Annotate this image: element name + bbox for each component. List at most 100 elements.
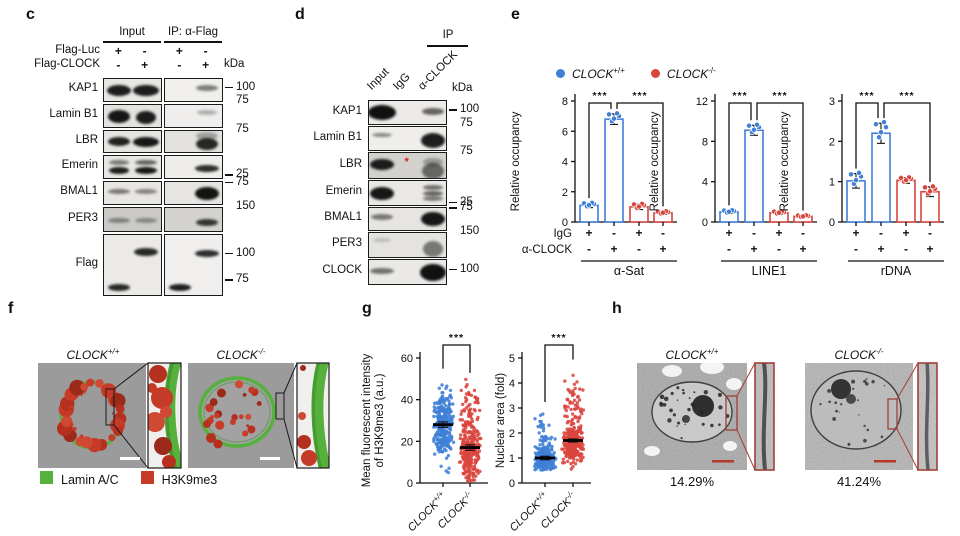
kda-marker: 75 xyxy=(236,123,249,135)
blot-panel xyxy=(368,126,447,151)
svg-text:-: - xyxy=(928,226,932,240)
panel-c-underline-input xyxy=(103,41,161,43)
blot-band xyxy=(195,218,218,226)
svg-text:***: *** xyxy=(592,90,607,102)
svg-text:20: 20 xyxy=(401,436,413,448)
blot-band xyxy=(195,132,218,141)
blot-panel xyxy=(164,104,223,128)
svg-text:2: 2 xyxy=(562,187,568,199)
svg-text:+: + xyxy=(725,226,732,240)
blot-row-label: Lamin B1 xyxy=(313,130,362,143)
blot-band xyxy=(422,184,443,190)
kda-marker: 150 xyxy=(460,225,480,237)
condition-symbol: + xyxy=(114,44,122,58)
panel-d-header-ip: IP xyxy=(442,29,454,41)
blot-band xyxy=(194,249,219,257)
blot-band xyxy=(109,160,130,166)
blot-row-label: PER3 xyxy=(67,211,98,224)
svg-text:-: - xyxy=(879,226,883,240)
svg-text:+: + xyxy=(750,242,757,256)
blot-row-label: Emerin xyxy=(61,159,98,171)
blot-band xyxy=(371,214,394,221)
svg-text:-: - xyxy=(854,242,858,256)
panel-h-title-wt: CLOCK+/+ xyxy=(665,347,719,362)
kda-marker: 75 xyxy=(236,94,249,107)
svg-text:1: 1 xyxy=(829,177,835,189)
blot-band xyxy=(107,84,132,96)
blot-row-label: Lamin B1 xyxy=(49,108,98,120)
svg-text:60: 60 xyxy=(401,353,413,365)
svg-text:0: 0 xyxy=(407,478,413,490)
kda-dash xyxy=(449,201,457,204)
svg-text:Relative occupancy: Relative occupancy xyxy=(779,111,791,211)
legend-dot-blue xyxy=(556,69,565,78)
blot-band xyxy=(134,160,157,166)
legend-label-clock-wt: CLOCK xyxy=(572,67,614,81)
condition-symbol: + xyxy=(202,58,210,72)
panel-d-underline-ip xyxy=(427,45,468,47)
svg-text:***: *** xyxy=(859,90,874,102)
panel-c-row-flag-clock: Flag-CLOCK xyxy=(34,58,100,70)
svg-text:LINE1: LINE1 xyxy=(752,264,787,278)
svg-text:4: 4 xyxy=(562,157,568,169)
condition-symbol: - xyxy=(116,58,121,72)
kda-marker: 25 xyxy=(236,168,249,181)
chart-rdna: 0 1 2 3 Relative occupancy *** *** + - + - - + - + rDNA xyxy=(779,90,944,278)
kda-marker: 75 xyxy=(236,273,249,286)
svg-text:rDNA: rDNA xyxy=(881,264,912,278)
kda-marker: 75 xyxy=(460,116,473,129)
blot-band xyxy=(108,137,131,146)
kda-dash xyxy=(225,181,233,184)
svg-text:3: 3 xyxy=(509,403,515,415)
panel-c-kda-label: kDa xyxy=(224,58,245,70)
svg-text:-: - xyxy=(777,242,781,256)
condition-symbol: + xyxy=(141,58,149,72)
svg-text:+: + xyxy=(799,242,806,256)
blot-band xyxy=(134,189,157,195)
blot-band xyxy=(132,84,159,96)
blot-row-label: LBR xyxy=(75,133,98,146)
blot-row-label: KAP1 xyxy=(68,82,98,94)
svg-text:+: + xyxy=(610,242,617,256)
svg-text:+: + xyxy=(775,226,782,240)
panel-h-em-images xyxy=(637,362,938,471)
blot-panel xyxy=(368,232,447,258)
blot-row-label: BMAL1 xyxy=(60,185,98,197)
blot-band xyxy=(196,110,217,116)
blot-band xyxy=(134,167,157,175)
svg-text:-: - xyxy=(637,242,641,256)
panel-h-percentage-ko: 41.24% xyxy=(836,474,882,489)
kda-marker: 100 xyxy=(460,103,480,116)
panel-f-microscopy xyxy=(38,362,330,469)
svg-text:4: 4 xyxy=(509,378,515,390)
red-asterisk: * xyxy=(404,155,409,168)
legend-label-clock-ko: CLOCK xyxy=(666,67,709,81)
svg-text:12: 12 xyxy=(696,96,708,108)
panel-h-percentage-wt: 14.29% xyxy=(669,474,715,489)
blot-band xyxy=(109,167,130,175)
kda-marker: 150 xyxy=(236,200,256,212)
blot-panel xyxy=(368,259,447,285)
svg-text:-: - xyxy=(612,226,616,240)
svg-text:Relative occupancy: Relative occupancy xyxy=(510,111,522,211)
blot-band xyxy=(422,157,443,166)
blot-row-label: LBR xyxy=(339,157,362,170)
kda-marker: 75 xyxy=(236,175,249,188)
blot-panel xyxy=(164,181,223,205)
blot-row-label: CLOCK xyxy=(322,264,362,276)
svg-text:2: 2 xyxy=(509,428,515,440)
kda-marker: 75 xyxy=(460,201,473,214)
chart-h3k9me3-intensity: 0 20 40 60 Mean fluorescent intensityof H3K9… xyxy=(361,332,488,534)
svg-text:1: 1 xyxy=(509,453,515,465)
blot-panel xyxy=(103,207,162,232)
panel-c-header-input: Input xyxy=(119,26,145,38)
kda-dash xyxy=(449,268,457,271)
blot-band xyxy=(194,164,219,172)
svg-text:4: 4 xyxy=(702,177,708,189)
blot-row-label: KAP1 xyxy=(332,104,362,117)
legend-lamin: Lamin A/C xyxy=(40,471,119,487)
svg-text:0: 0 xyxy=(829,217,835,229)
svg-text:-: - xyxy=(587,242,591,256)
